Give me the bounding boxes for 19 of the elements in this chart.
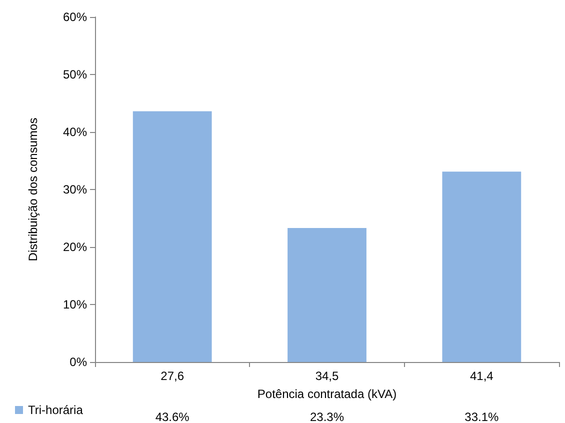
y-axis-title: Distribuição dos consumos <box>26 118 40 262</box>
y-tick-label: 0% <box>70 355 88 369</box>
x-axis-title: Potência contratada (kVA) <box>257 387 397 401</box>
x-tick-label: 34,5 <box>315 369 339 383</box>
y-tick-label: 20% <box>62 240 88 254</box>
x-tick-label: 27,6 <box>160 369 184 383</box>
bar <box>132 111 212 362</box>
data-label: 23.3% <box>310 410 344 423</box>
y-tick-label: 30% <box>62 182 88 196</box>
y-tick-label: 40% <box>62 125 88 139</box>
data-label: 43.6% <box>155 410 190 423</box>
legend-label: Tri-horária <box>28 403 84 417</box>
bar <box>442 172 522 362</box>
y-tick-label: 60% <box>62 10 88 24</box>
bar <box>288 228 366 362</box>
x-tick-label: 41,4 <box>470 369 494 383</box>
data-label: 33.1% <box>464 410 500 423</box>
y-tick-label: 50% <box>62 68 88 82</box>
y-tick-label: 10% <box>62 298 88 312</box>
